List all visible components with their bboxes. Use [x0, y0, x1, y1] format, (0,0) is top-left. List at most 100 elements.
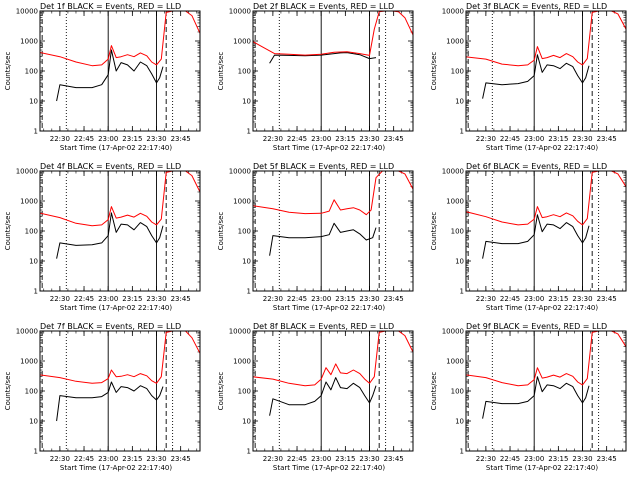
lld-trace — [253, 171, 413, 216]
y-tick-label: 10 — [455, 258, 464, 266]
y-tick-label: 1000 — [233, 198, 251, 206]
y-tick-label: 10000 — [229, 328, 251, 336]
x-tick-label: 23:45 — [384, 295, 404, 303]
y-axis-label: Counts/sec — [217, 212, 225, 251]
x-axis-label: Start Time (17-Apr-02 22:17:40) — [60, 304, 172, 312]
x-tick-label: 22:30 — [50, 295, 70, 303]
x-tick-label: 22:45 — [500, 295, 520, 303]
events-trace — [269, 52, 377, 64]
lld-trace — [466, 171, 626, 226]
y-axis-label: Counts/sec — [4, 212, 12, 251]
detector-panel: Det 5f BLACK = Events, RED = LLD Counts/s… — [217, 162, 414, 312]
lld-trace — [40, 331, 200, 384]
y-tick-label: 10 — [242, 418, 251, 426]
y-tick-label: 10000 — [442, 328, 464, 336]
x-axis-label: Start Time (17-Apr-02 22:17:40) — [273, 304, 385, 312]
y-tick-label: 10 — [242, 98, 251, 106]
detector-panel: Det 1f BLACK = Events, RED = LLD Counts/s… — [4, 2, 201, 152]
events-trace — [482, 54, 590, 99]
y-tick-label: 1000 — [20, 358, 38, 366]
x-tick-label: 22:45 — [500, 135, 520, 143]
events-trace — [56, 49, 164, 102]
events-trace — [56, 212, 164, 259]
x-tick-label: 22:45 — [74, 295, 94, 303]
x-tick-label: 22:30 — [476, 455, 496, 463]
x-tick-label: 23:00 — [311, 455, 331, 463]
x-tick-label: 23:00 — [311, 295, 331, 303]
x-tick-label: 23:00 — [524, 295, 544, 303]
y-axis-label: Counts/sec — [430, 212, 438, 251]
x-axis-label: Start Time (17-Apr-02 22:17:40) — [60, 464, 172, 472]
y-tick-label: 1000 — [446, 38, 464, 46]
y-tick-label: 100 — [451, 68, 464, 76]
y-tick-label: 100 — [25, 68, 38, 76]
y-axis-label: Counts/sec — [430, 52, 438, 91]
x-tick-label: 23:15 — [548, 295, 568, 303]
x-tick-label: 23:45 — [171, 295, 191, 303]
events-trace — [269, 222, 377, 256]
x-tick-label: 22:45 — [287, 295, 307, 303]
plot-frame — [39, 10, 201, 132]
y-tick-label: 10000 — [16, 328, 38, 336]
detector-panel: Det 4f BLACK = Events, RED = LLD Counts/s… — [4, 162, 201, 312]
y-axis-label: Counts/sec — [4, 372, 12, 411]
x-tick-label: 23:15 — [122, 455, 142, 463]
x-axis-label: Start Time (17-Apr-02 22:17:40) — [60, 144, 172, 152]
y-tick-label: 10000 — [16, 168, 38, 176]
x-axis-label: Start Time (17-Apr-02 22:17:40) — [486, 304, 598, 312]
x-tick-label: 23:00 — [98, 135, 118, 143]
panel-title: Det 5f BLACK = Events, RED = LLD — [253, 162, 394, 171]
panel-title: Det 6f BLACK = Events, RED = LLD — [466, 162, 607, 171]
y-tick-label: 1 — [34, 128, 38, 136]
lld-trace — [40, 171, 200, 227]
panel-title: Det 1f BLACK = Events, RED = LLD — [40, 2, 181, 11]
detector-panel: Det 7f BLACK = Events, RED = LLD Counts/s… — [4, 322, 201, 472]
lld-trace — [40, 11, 200, 67]
y-tick-label: 1000 — [233, 358, 251, 366]
x-tick-label: 23:30 — [359, 455, 379, 463]
y-tick-label: 1000 — [446, 198, 464, 206]
plot-frame — [252, 170, 414, 292]
plot-frame — [252, 330, 414, 452]
x-tick-label: 23:30 — [359, 135, 379, 143]
panel-title: Det 8f BLACK = Events, RED = LLD — [253, 322, 394, 331]
y-axis-label: Counts/sec — [4, 52, 12, 91]
y-tick-label: 10000 — [229, 168, 251, 176]
y-tick-label: 10 — [29, 418, 38, 426]
x-tick-label: 23:30 — [146, 295, 166, 303]
plot-frame — [252, 10, 414, 132]
x-tick-label: 23:15 — [122, 295, 142, 303]
y-tick-label: 10000 — [442, 8, 464, 16]
x-tick-label: 23:30 — [572, 295, 592, 303]
y-tick-label: 100 — [238, 228, 251, 236]
events-trace — [269, 377, 377, 416]
plot-frame — [465, 330, 627, 452]
y-tick-label: 10000 — [16, 8, 38, 16]
x-tick-label: 23:00 — [524, 135, 544, 143]
detector-panel: Det 6f BLACK = Events, RED = LLD Counts/s… — [430, 162, 627, 312]
plot-frame — [465, 10, 627, 132]
panel-title: Det 7f BLACK = Events, RED = LLD — [40, 322, 181, 331]
y-tick-label: 1000 — [446, 358, 464, 366]
x-tick-label: 22:30 — [476, 295, 496, 303]
x-tick-label: 23:30 — [146, 455, 166, 463]
x-tick-label: 23:15 — [548, 135, 568, 143]
y-tick-label: 1 — [460, 128, 464, 136]
x-tick-label: 23:15 — [122, 135, 142, 143]
y-tick-label: 100 — [25, 388, 38, 396]
panel-title: Det 2f BLACK = Events, RED = LLD — [253, 2, 394, 11]
x-axis-label: Start Time (17-Apr-02 22:17:40) — [486, 464, 598, 472]
y-tick-label: 100 — [451, 228, 464, 236]
x-tick-label: 23:00 — [98, 295, 118, 303]
x-tick-label: 22:45 — [74, 455, 94, 463]
plot-frame — [39, 170, 201, 292]
y-tick-label: 10000 — [229, 8, 251, 16]
y-axis-label: Counts/sec — [217, 52, 225, 91]
lld-trace — [466, 11, 626, 67]
x-tick-label: 23:15 — [335, 295, 355, 303]
x-tick-label: 23:30 — [146, 135, 166, 143]
y-axis-label: Counts/sec — [217, 372, 225, 411]
y-tick-label: 10 — [455, 98, 464, 106]
x-tick-label: 23:45 — [597, 295, 617, 303]
